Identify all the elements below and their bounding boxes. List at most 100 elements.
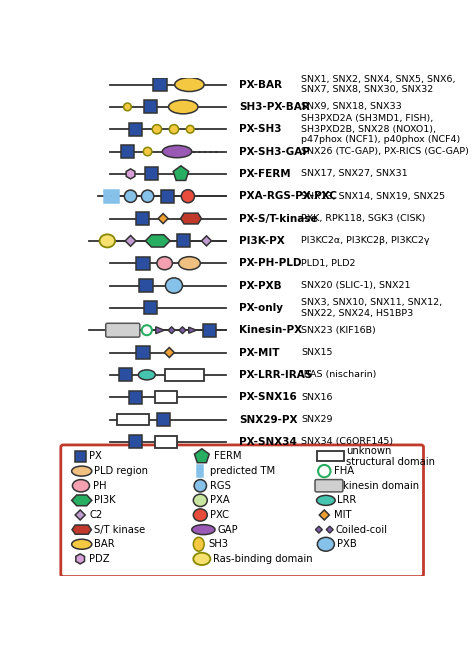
Bar — [128, 435, 142, 448]
Polygon shape — [168, 327, 175, 334]
Ellipse shape — [317, 537, 334, 551]
Polygon shape — [326, 526, 333, 533]
Polygon shape — [189, 327, 196, 333]
Polygon shape — [164, 347, 174, 358]
Text: SNX16: SNX16 — [301, 393, 333, 402]
Ellipse shape — [72, 466, 92, 476]
Ellipse shape — [142, 325, 152, 335]
Polygon shape — [72, 495, 92, 506]
Bar — [75, 451, 86, 462]
Bar — [136, 212, 149, 225]
Ellipse shape — [72, 539, 92, 549]
Ellipse shape — [157, 257, 173, 270]
Ellipse shape — [152, 125, 162, 134]
Polygon shape — [125, 236, 136, 247]
Text: SNX1, SNX2, SNX4, SNX5, SNX6,
SNX7, SNX8, SNX30, SNX32: SNX1, SNX2, SNX4, SNX5, SNX6, SNX7, SNX8… — [301, 75, 456, 94]
Text: PX-SNX16: PX-SNX16 — [239, 392, 297, 402]
Polygon shape — [201, 236, 211, 246]
Ellipse shape — [141, 190, 154, 203]
Text: predicted TM: predicted TM — [210, 466, 275, 476]
Text: SNX29-PX: SNX29-PX — [239, 415, 298, 424]
Ellipse shape — [194, 479, 207, 492]
Ellipse shape — [317, 496, 335, 505]
Text: SH3PXD2A (SH3MD1, FISH),
SH3PXD2B, SNX28 (NOXO1),
p47phox (NCF1), p40phox (NCF4): SH3PXD2A (SH3MD1, FISH), SH3PXD2B, SNX28… — [301, 115, 460, 144]
Polygon shape — [194, 449, 209, 463]
Ellipse shape — [124, 103, 131, 111]
Text: MIT: MIT — [334, 510, 351, 520]
Bar — [155, 436, 177, 448]
Text: PXB: PXB — [337, 539, 356, 549]
Bar — [155, 391, 177, 403]
Bar — [119, 368, 133, 381]
Bar — [128, 391, 142, 404]
Text: PX-SH3: PX-SH3 — [239, 124, 282, 134]
Ellipse shape — [162, 146, 192, 158]
Text: PXK, RPK118, SGK3 (CISK): PXK, RPK118, SGK3 (CISK) — [301, 214, 426, 223]
Text: SNX13, SNX14, SNX19, SNX25: SNX13, SNX14, SNX19, SNX25 — [301, 192, 445, 201]
Text: SNX29: SNX29 — [301, 415, 333, 424]
Text: PX-SNX34: PX-SNX34 — [239, 437, 297, 447]
Text: PI3KC2α, PI3KC2β, PI3KC2γ: PI3KC2α, PI3KC2β, PI3KC2γ — [301, 236, 429, 245]
Bar — [104, 190, 111, 203]
Ellipse shape — [175, 78, 204, 91]
Text: kinesin domain: kinesin domain — [343, 481, 419, 490]
Ellipse shape — [186, 126, 194, 133]
Text: PX-only: PX-only — [239, 303, 283, 313]
Text: PX-FERM: PX-FERM — [239, 169, 291, 179]
Bar — [137, 346, 149, 359]
Bar — [157, 413, 171, 426]
Text: SNX34 (C6ORF145): SNX34 (C6ORF145) — [301, 437, 393, 446]
Ellipse shape — [169, 125, 179, 134]
Bar — [197, 465, 203, 477]
Text: PLD1, PLD2: PLD1, PLD2 — [301, 259, 356, 268]
Text: FHA: FHA — [334, 466, 354, 476]
Text: PXA-RGS-PX-PXC: PXA-RGS-PX-PXC — [239, 192, 337, 201]
Ellipse shape — [182, 190, 194, 203]
Polygon shape — [158, 214, 168, 224]
Polygon shape — [315, 526, 322, 533]
Text: PX-SH3-GAP: PX-SH3-GAP — [239, 147, 310, 157]
Text: SNX15: SNX15 — [301, 348, 333, 357]
Ellipse shape — [100, 234, 115, 247]
Bar — [161, 190, 174, 203]
Text: PI3K: PI3K — [94, 496, 116, 505]
FancyBboxPatch shape — [106, 324, 140, 337]
Polygon shape — [156, 327, 164, 334]
Text: Ras-binding domain: Ras-binding domain — [213, 554, 312, 564]
Text: PX-MIT: PX-MIT — [239, 347, 280, 358]
Ellipse shape — [143, 148, 152, 156]
Polygon shape — [76, 554, 84, 564]
Text: PI3K-PX: PI3K-PX — [239, 236, 285, 246]
Text: unknown
structural domain: unknown structural domain — [346, 446, 435, 467]
Bar — [203, 324, 216, 336]
Text: SNX26 (TC-GAP), PX-RICS (GC-GAP): SNX26 (TC-GAP), PX-RICS (GC-GAP) — [301, 147, 469, 156]
Text: PDZ: PDZ — [90, 554, 110, 564]
Text: Coiled-coil: Coiled-coil — [335, 525, 387, 534]
Ellipse shape — [193, 553, 210, 565]
Text: PXC: PXC — [210, 510, 228, 520]
Ellipse shape — [165, 278, 182, 293]
Bar — [177, 234, 190, 247]
Text: SH3: SH3 — [208, 539, 228, 549]
Text: PXA: PXA — [210, 496, 229, 505]
Text: Kinesin-PX: Kinesin-PX — [239, 325, 302, 335]
Text: C2: C2 — [90, 510, 103, 520]
Text: BAR: BAR — [94, 539, 115, 549]
Text: SNX23 (KIF16B): SNX23 (KIF16B) — [301, 325, 376, 334]
Bar — [154, 78, 166, 91]
Text: LRR: LRR — [337, 496, 356, 505]
Bar — [317, 452, 344, 461]
Text: IRAS (nischarin): IRAS (nischarin) — [301, 370, 376, 379]
Text: PX: PX — [90, 452, 102, 461]
Ellipse shape — [169, 100, 198, 114]
Polygon shape — [181, 213, 201, 224]
Polygon shape — [72, 525, 91, 534]
Text: RGS: RGS — [210, 481, 230, 490]
Ellipse shape — [193, 509, 207, 521]
FancyBboxPatch shape — [315, 479, 343, 492]
Text: PX-PXB: PX-PXB — [239, 281, 282, 291]
Bar — [145, 168, 158, 181]
Ellipse shape — [318, 465, 330, 477]
Polygon shape — [126, 169, 135, 179]
Ellipse shape — [73, 479, 90, 492]
